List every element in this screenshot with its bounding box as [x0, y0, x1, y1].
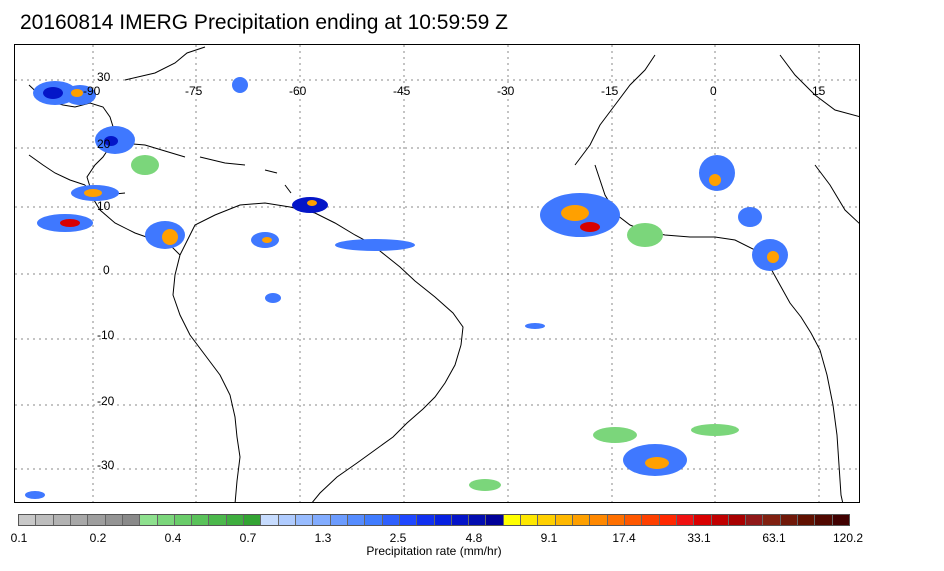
colorbar-swatch [36, 515, 54, 525]
colorbar-tick-label: 1.3 [314, 531, 332, 545]
colorbar-swatch [798, 515, 816, 525]
colorbar-swatch [659, 515, 677, 525]
colorbar-swatch [19, 515, 37, 525]
colorbar-swatch [365, 515, 383, 525]
colorbar-swatch [555, 515, 573, 525]
colorbar-swatch [330, 515, 348, 525]
colorbar-tick-label: 17.4 [612, 531, 636, 545]
colorbar-swatch [174, 515, 193, 525]
longitude-label: -15 [601, 84, 619, 98]
colorbar-tick-label: 9.1 [540, 531, 558, 545]
precipitation-map: -90 -75 -60 -45 -30 -15 0 15 30 20 10 0 … [14, 44, 860, 503]
latitude-label: 30 [97, 70, 111, 84]
latitude-label: 0 [103, 263, 110, 277]
colorbar [18, 514, 850, 526]
colorbar-tick-label: 0.2 [89, 531, 107, 545]
colorbar-swatch [832, 515, 849, 525]
colorbar-tick-label: 0.1 [10, 531, 28, 545]
map-canvas [15, 45, 859, 502]
latitude-label: -10 [97, 328, 115, 342]
longitude-label: -90 [83, 84, 101, 98]
latitude-label: -30 [97, 458, 115, 472]
colorbar-swatch [88, 515, 106, 525]
colorbar-swatch [192, 515, 210, 525]
coastlines [28, 46, 859, 502]
latitude-label: 10 [97, 199, 111, 213]
colorbar-swatch [676, 515, 695, 525]
page-title: 20160814 IMERG Precipitation ending at 1… [20, 11, 508, 34]
colorbar-swatch [278, 515, 296, 525]
colorbar-swatch [53, 515, 71, 525]
colorbar-swatch [157, 515, 175, 525]
colorbar-swatch [711, 515, 729, 525]
graticule [15, 45, 859, 502]
longitude-label: -60 [289, 84, 307, 98]
colorbar-swatch [469, 515, 487, 525]
longitude-label: -45 [393, 84, 411, 98]
colorbar-tick-label: 0.4 [164, 531, 182, 545]
colorbar-tick-label: 2.5 [389, 531, 407, 545]
colorbar-swatch [573, 515, 591, 525]
colorbar-swatch [624, 515, 643, 525]
longitude-label: -75 [185, 84, 203, 98]
colorbar-swatch [538, 515, 556, 525]
colorbar-label: Precipitation rate (mm/hr) [366, 544, 502, 558]
colorbar-swatch [244, 515, 262, 525]
colorbar-swatch [226, 515, 245, 525]
colorbar-swatch [70, 515, 89, 525]
colorbar-swatch [434, 515, 452, 525]
colorbar-swatch [347, 515, 366, 525]
colorbar-swatch [382, 515, 400, 525]
colorbar-tick-label: 63.1 [762, 531, 786, 545]
colorbar-tick-label: 33.1 [687, 531, 711, 545]
colorbar-swatch [763, 515, 781, 525]
colorbar-swatch [261, 515, 279, 525]
colorbar-swatch [296, 515, 314, 525]
colorbar-swatch [313, 515, 331, 525]
colorbar-swatch [122, 515, 141, 525]
colorbar-swatch [451, 515, 470, 525]
colorbar-swatch [503, 515, 522, 525]
colorbar-swatch [417, 515, 435, 525]
colorbar-swatch [642, 515, 660, 525]
colorbar-swatch [590, 515, 608, 525]
colorbar-swatch [815, 515, 833, 525]
latitude-label: -20 [97, 394, 115, 408]
colorbar-tick-label: 120.2 [832, 531, 864, 545]
colorbar-swatch [486, 515, 504, 525]
longitude-label: 0 [710, 84, 717, 98]
colorbar-swatch [694, 515, 712, 525]
colorbar-swatch [399, 515, 418, 525]
colorbar-swatch [140, 515, 158, 525]
colorbar-swatch [105, 515, 123, 525]
colorbar-swatch [521, 515, 539, 525]
colorbar-swatch [607, 515, 625, 525]
colorbar-swatch [780, 515, 799, 525]
colorbar-tick-label: 4.8 [465, 531, 483, 545]
longitude-label: 15 [812, 84, 826, 98]
colorbar-swatch [728, 515, 747, 525]
colorbar-tick-label: 0.7 [239, 531, 257, 545]
latitude-label: 20 [97, 137, 111, 151]
colorbar-swatch [209, 515, 227, 525]
colorbar-swatch [746, 515, 764, 525]
precipitation-cells [25, 77, 788, 499]
longitude-label: -30 [497, 84, 515, 98]
